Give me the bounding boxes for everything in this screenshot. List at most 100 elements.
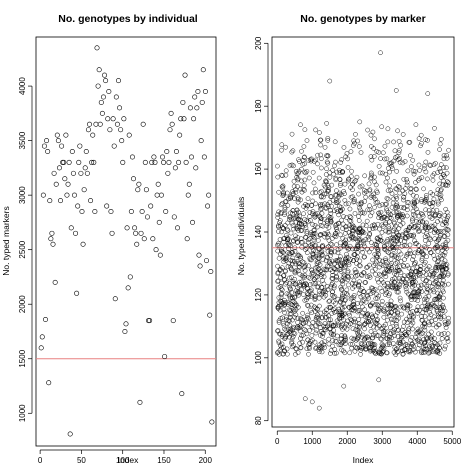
data-point: [279, 287, 285, 293]
data-point: [207, 312, 213, 318]
data-point: [98, 99, 104, 105]
data-point: [432, 236, 438, 242]
data-point: [342, 265, 348, 270]
data-point: [352, 140, 357, 146]
data-point: [438, 314, 444, 320]
data-point: [326, 185, 331, 190]
data-point: [432, 339, 437, 345]
data-point: [386, 224, 392, 230]
data-point: [407, 139, 413, 145]
data-point: [393, 205, 399, 211]
data-point: [337, 316, 342, 321]
data-point: [276, 340, 282, 346]
data-point: [290, 191, 296, 197]
data-point: [303, 242, 309, 248]
data-point: [422, 349, 428, 355]
data-point: [385, 342, 390, 348]
data-point: [394, 314, 400, 319]
data-point: [416, 223, 421, 229]
data-point: [110, 116, 116, 122]
data-point: [422, 244, 427, 250]
data-point: [304, 250, 310, 256]
data-point: [367, 203, 372, 209]
data-point: [446, 180, 451, 186]
data-point: [439, 270, 445, 276]
data-point: [184, 236, 190, 242]
data-point: [282, 207, 288, 212]
data-point: [397, 340, 403, 345]
data-point: [350, 235, 356, 240]
data-point: [292, 294, 297, 300]
data-point: [299, 273, 305, 278]
data-point: [375, 295, 380, 301]
data-point: [348, 149, 354, 154]
data-point: [318, 232, 324, 237]
data-point: [334, 188, 339, 193]
data-point: [306, 344, 312, 350]
data-point: [426, 275, 431, 281]
data-point: [440, 242, 446, 248]
data-point: [320, 331, 326, 336]
data-point: [287, 194, 293, 200]
data-point: [442, 258, 448, 264]
data-point: [107, 127, 113, 133]
data-point: [197, 263, 203, 269]
data-point: [424, 336, 430, 341]
data-point: [385, 237, 391, 242]
data-point: [382, 243, 387, 249]
data-point: [295, 320, 300, 325]
data-point: [292, 245, 298, 251]
data-point: [395, 215, 400, 220]
data-point: [357, 279, 362, 285]
data-point: [435, 322, 441, 328]
data-point: [341, 188, 346, 194]
data-point: [278, 294, 284, 300]
data-point: [294, 290, 300, 296]
data-point: [424, 289, 430, 295]
data-point: [373, 182, 379, 188]
data-point: [422, 238, 428, 243]
data-point: [442, 343, 448, 349]
data-point: [433, 160, 438, 166]
data-point: [384, 208, 390, 214]
data-point: [64, 192, 70, 198]
data-point: [359, 346, 365, 351]
data-point: [377, 226, 382, 232]
data-point: [418, 340, 424, 345]
data-point: [49, 230, 55, 236]
data-point: [436, 192, 442, 198]
panel-genotypes-by-individual: No. genotypes by individual 0 50 100 150 200…: [1, 13, 217, 465]
data-point: [396, 340, 401, 346]
data-point: [345, 156, 351, 162]
data-point: [353, 270, 358, 275]
data-point: [437, 340, 443, 346]
x-axis: 0 50 100 150 200: [38, 449, 212, 465]
data-point: [297, 323, 303, 329]
data-point: [276, 224, 281, 230]
data-point: [389, 279, 395, 285]
data-point: [136, 181, 142, 187]
data-point: [318, 142, 323, 148]
data-point: [399, 311, 405, 317]
data-point: [427, 280, 433, 285]
data-point: [192, 94, 198, 100]
data-point: [292, 259, 297, 264]
data-point: [300, 187, 306, 192]
data-point: [418, 263, 423, 269]
data-point: [338, 254, 343, 260]
data-point: [431, 314, 437, 320]
data-point: [290, 278, 296, 284]
data-point: [349, 341, 355, 347]
data-point: [443, 165, 449, 171]
data-point: [385, 329, 390, 335]
data-point: [302, 127, 308, 132]
data-point: [194, 105, 200, 111]
data-point: [407, 242, 413, 248]
data-point: [313, 127, 318, 133]
data-point: [292, 315, 297, 320]
data-point: [420, 219, 426, 225]
data-point: [369, 246, 375, 251]
data-point: [435, 170, 440, 175]
data-point: [419, 289, 425, 294]
